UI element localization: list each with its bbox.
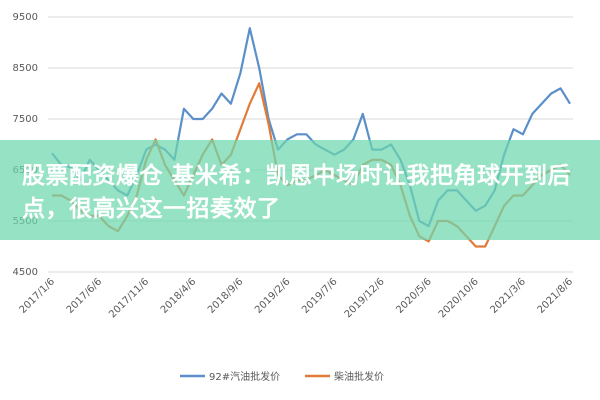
- x-tick-label: 2021/8/6: [536, 276, 576, 316]
- legend-label: 92#汽油批发价: [209, 370, 280, 383]
- x-tick-label: 2020/5/6: [394, 276, 434, 316]
- banner-text: 股票配资爆仓 基米希：凯恩中场时让我把角球开到后点，很高兴这一招奏效了: [22, 163, 572, 222]
- x-tick-label: 2017/1/6: [18, 276, 58, 316]
- x-tick-label: 2019/12/6: [343, 276, 387, 320]
- x-tick-label: 2019/2/6: [253, 276, 293, 316]
- y-tick-label: 4500: [13, 267, 38, 278]
- x-tick-label: 2018/4/6: [159, 276, 199, 316]
- x-tick-label: 2021/3/6: [488, 276, 528, 316]
- x-tick-label: 2017/11/6: [107, 276, 151, 320]
- y-tick-label: 9500: [13, 12, 38, 23]
- banner: 股票配资爆仓 基米希：凯恩中场时让我把角球开到后点，很高兴这一招奏效了: [0, 140, 600, 240]
- y-tick-label: 7500: [13, 114, 38, 125]
- x-tick-label: 2017/6/6: [65, 276, 105, 316]
- x-tick-label: 2018/9/6: [206, 276, 246, 316]
- x-tick-label: 2019/7/6: [300, 276, 340, 316]
- y-tick-label: 8500: [13, 63, 38, 74]
- x-tick-label: 2020/10/6: [437, 276, 481, 320]
- legend-label: 柴油批发价: [334, 370, 384, 383]
